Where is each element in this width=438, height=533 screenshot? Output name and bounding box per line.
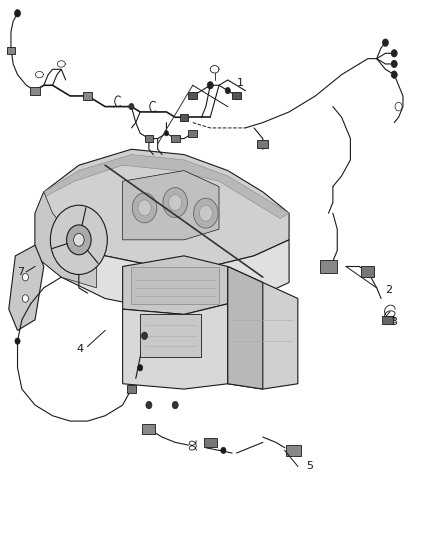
Bar [142, 424, 155, 434]
Circle shape [50, 205, 107, 274]
Polygon shape [35, 149, 289, 266]
Text: 2: 2 [385, 286, 392, 295]
Bar [83, 92, 92, 100]
Polygon shape [123, 256, 228, 314]
Polygon shape [44, 155, 289, 219]
Circle shape [391, 60, 397, 68]
Bar [145, 135, 153, 142]
Polygon shape [35, 192, 96, 288]
Polygon shape [9, 245, 44, 330]
Circle shape [141, 332, 148, 340]
Bar [171, 135, 180, 142]
Circle shape [163, 188, 187, 217]
Circle shape [199, 205, 212, 221]
Bar [257, 140, 268, 148]
Bar [188, 92, 197, 99]
Text: 4: 4 [77, 344, 84, 354]
Bar [7, 47, 15, 54]
Circle shape [22, 295, 28, 302]
Circle shape [138, 365, 143, 371]
Circle shape [164, 131, 169, 136]
Bar [361, 266, 374, 277]
Bar [286, 445, 301, 456]
Polygon shape [123, 171, 219, 240]
Text: 5: 5 [307, 462, 314, 471]
Bar [204, 438, 217, 447]
Circle shape [132, 193, 157, 223]
Circle shape [67, 225, 91, 255]
Bar [188, 130, 197, 136]
Circle shape [14, 10, 21, 17]
Circle shape [138, 200, 151, 216]
Circle shape [225, 87, 230, 94]
Bar [320, 260, 337, 273]
Circle shape [169, 195, 182, 211]
Bar [140, 314, 201, 357]
Bar [127, 385, 136, 393]
Polygon shape [35, 213, 289, 309]
Circle shape [194, 198, 218, 228]
Bar [180, 114, 188, 120]
Circle shape [207, 82, 213, 89]
Circle shape [391, 50, 397, 57]
Bar [30, 86, 40, 95]
Polygon shape [228, 266, 263, 389]
Circle shape [172, 401, 178, 409]
Polygon shape [123, 304, 228, 389]
Polygon shape [228, 266, 298, 389]
Bar [232, 92, 241, 99]
Circle shape [129, 103, 134, 110]
Circle shape [22, 273, 28, 281]
Circle shape [146, 401, 152, 409]
Bar [131, 266, 219, 304]
Circle shape [391, 71, 397, 78]
Circle shape [395, 102, 402, 111]
Circle shape [221, 447, 226, 454]
Circle shape [382, 39, 389, 46]
Circle shape [15, 338, 20, 344]
Text: 1: 1 [237, 78, 244, 87]
Bar [382, 316, 393, 324]
Text: 3: 3 [390, 318, 397, 327]
Circle shape [74, 233, 84, 246]
Text: 7: 7 [17, 267, 24, 277]
